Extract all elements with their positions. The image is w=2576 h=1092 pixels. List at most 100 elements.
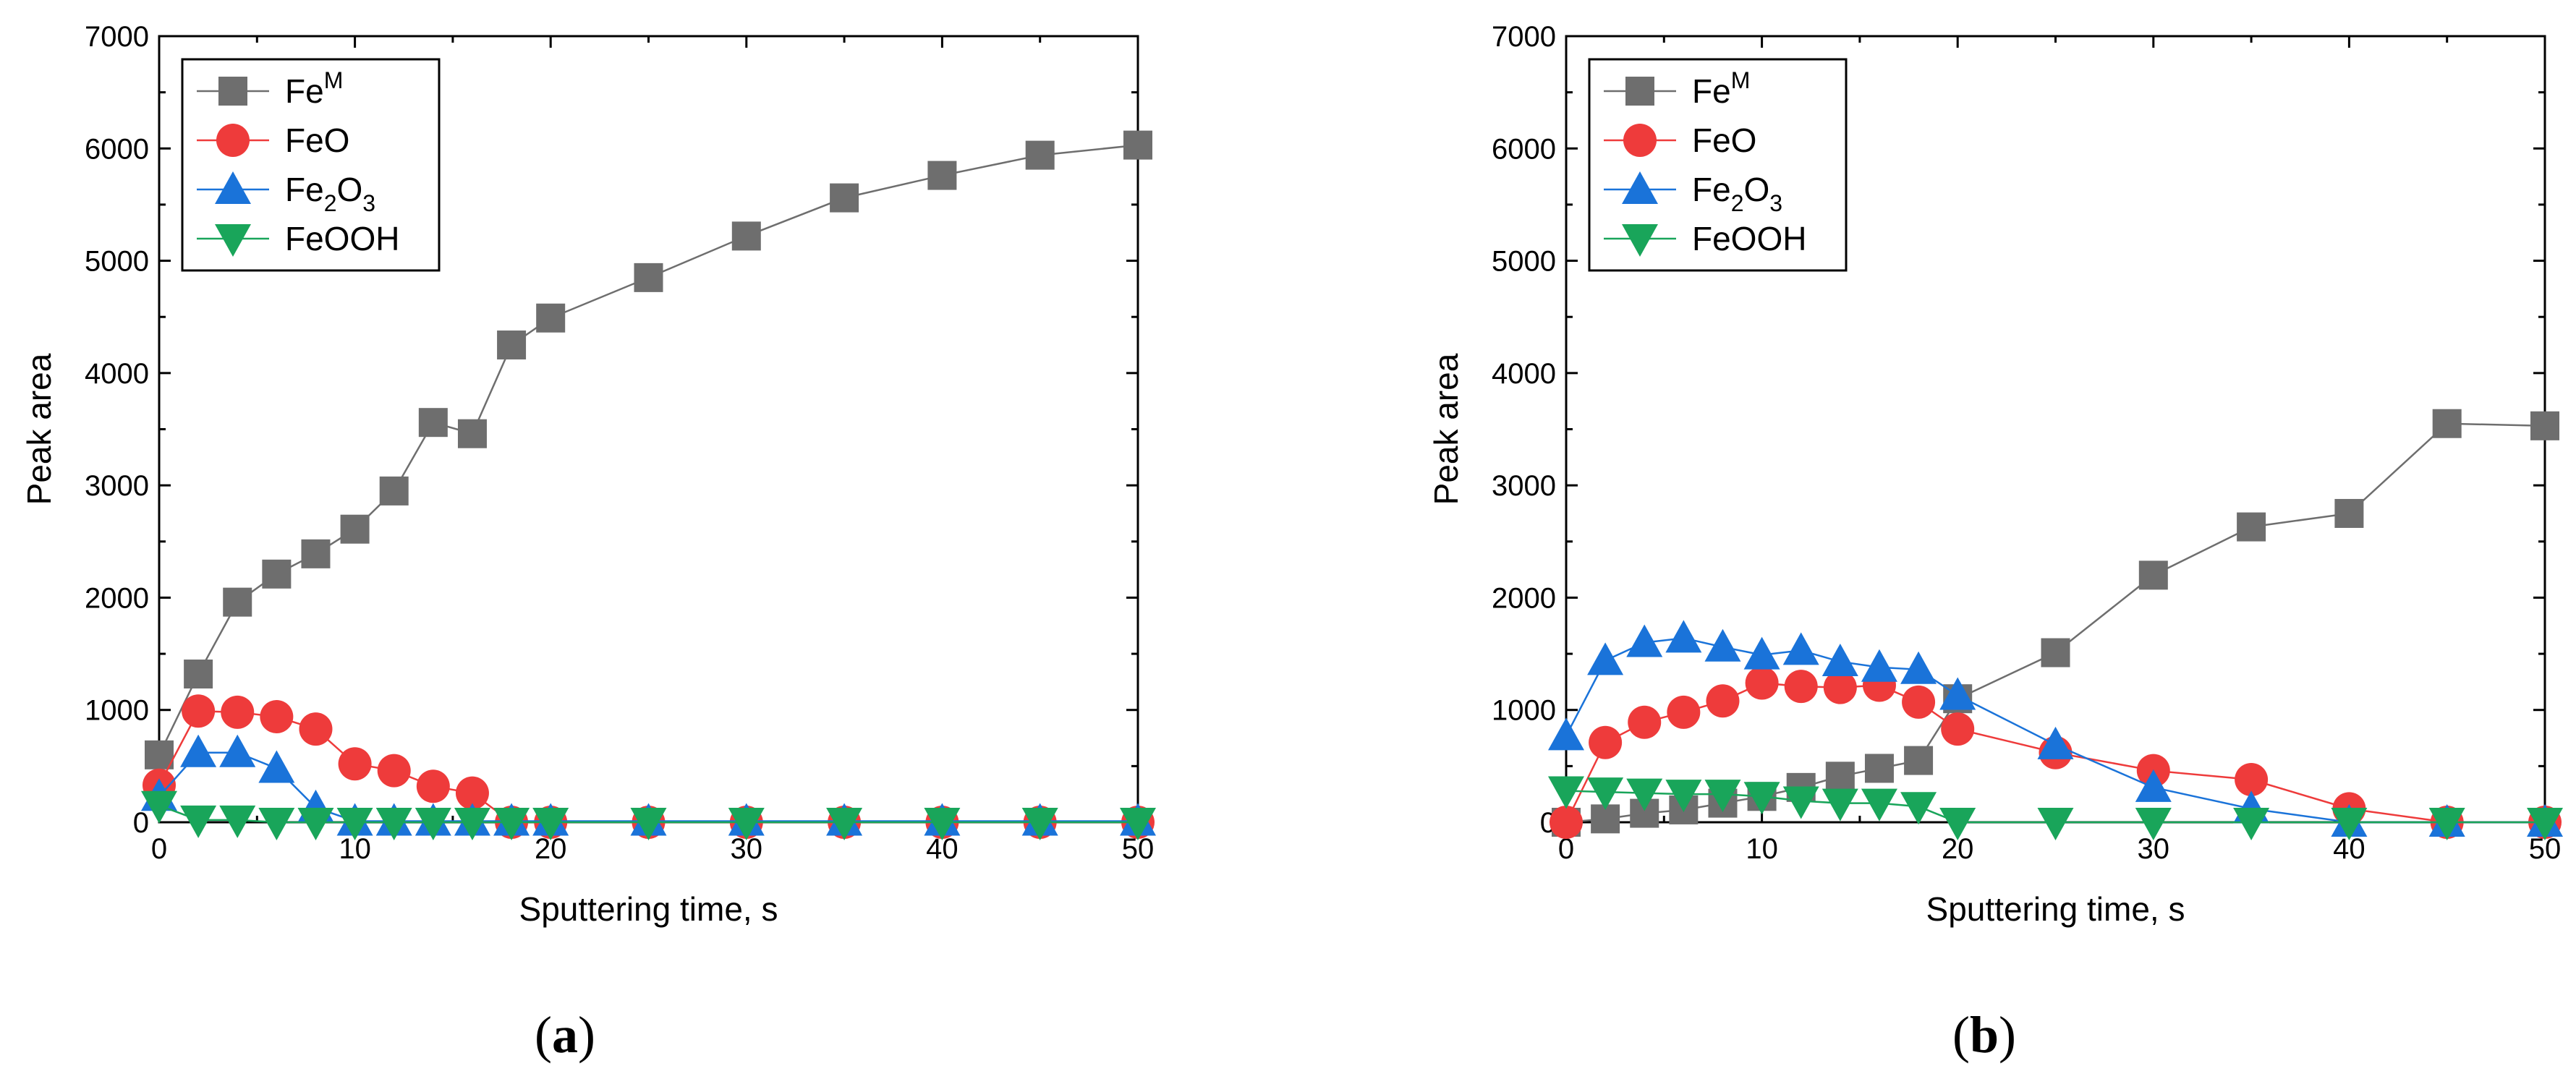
chart-panel-b: 0 10 20 30 40 5001000200030004000500060007000… (1427, 21, 2563, 1064)
legend-label-FeM: FeM (1692, 67, 1750, 110)
y-tick-label: 2000 (1492, 582, 1556, 614)
legend-label-main: FeOOH (285, 220, 399, 257)
data-point-FeM (497, 330, 527, 360)
data-point-FeOOH (630, 808, 667, 840)
data-point-FeOOH (1822, 788, 1858, 822)
legend-label-main: Fe (285, 171, 324, 208)
data-point-FeM (184, 660, 213, 689)
data-point-FeO (416, 769, 450, 803)
data-point-FeO (1589, 725, 1623, 759)
legend-label-Fe2O3: Fe2O3 (1692, 171, 1782, 216)
legend-marker-FeO (216, 124, 250, 157)
data-point-FeOOH (2233, 808, 2270, 840)
y-tick-label: 7000 (1492, 21, 1556, 53)
data-point-FeOOH (1665, 780, 1702, 813)
data-point-FeO (338, 747, 372, 781)
data-point-FeOOH (924, 808, 961, 840)
panel-label-open: ( (535, 1006, 552, 1064)
data-point-FeM (340, 514, 370, 544)
data-point-FeO (1902, 685, 1936, 719)
data-point-FeOOH (728, 808, 765, 840)
legend-label-main: Fe (285, 72, 324, 110)
series-Fe2O3 (1548, 620, 2563, 837)
legend-label-FeM: FeM (285, 67, 343, 110)
x-tick-label: 0 (1558, 833, 1574, 865)
data-point-FeM (1904, 746, 1934, 775)
legend-label-FeOOH: FeOOH (1692, 220, 1806, 257)
y-tick-label: 3000 (85, 470, 149, 502)
data-point-FeOOH (375, 808, 412, 840)
data-point-FeM (2432, 409, 2462, 438)
data-point-FeOOH (1120, 808, 1156, 840)
data-point-FeM (2041, 638, 2070, 667)
panel-label-open: ( (1952, 1006, 1970, 1064)
legend-label-main: Fe (1692, 171, 1731, 208)
legend-marker-FeOOH (215, 224, 251, 257)
data-point-FeOOH (1548, 776, 1584, 809)
data-point-FeO (182, 694, 216, 728)
data-point-FeM (2530, 411, 2559, 440)
data-point-FeOOH (2135, 808, 2172, 840)
legend-marker-FeO (1623, 124, 1657, 157)
y-tick-label: 1000 (1492, 695, 1556, 727)
data-point-FeO (1667, 695, 1701, 729)
legend-label-Fe2O3: Fe2O3 (285, 171, 375, 216)
data-point-FeM (1864, 754, 1894, 783)
y-tick-label: 4000 (1492, 358, 1556, 390)
data-point-FeOOH (219, 805, 256, 838)
y-tick-label: 2000 (85, 582, 149, 614)
data-point-FeM (1825, 762, 1855, 791)
x-tick-label: 10 (1746, 833, 1778, 865)
panel-label: (a) (535, 1006, 595, 1064)
legend-label-FeOOH: FeOOH (285, 220, 399, 257)
data-point-FeM (927, 161, 957, 190)
data-point-FeOOH (1021, 808, 1058, 840)
data-point-FeOOH (532, 808, 569, 840)
y-tick-label: 6000 (1492, 133, 1556, 165)
data-point-FeM (223, 587, 252, 617)
legend-label-main: FeO (285, 121, 349, 159)
legend-marker-FeOOH (1622, 224, 1658, 257)
data-point-FeO (455, 776, 489, 810)
data-point-FeM (457, 419, 487, 448)
x-axis-title: Sputtering time, s (519, 890, 778, 928)
data-point-FeOOH (1626, 778, 1663, 811)
data-point-FeM (1123, 130, 1152, 160)
legend-label-FeO: FeO (285, 121, 349, 159)
data-point-FeO (1706, 684, 1740, 718)
panel-label-close: ) (578, 1006, 595, 1064)
data-point-FeOOH (2428, 808, 2465, 840)
series-FeOOH (141, 790, 1156, 840)
data-point-FeO (377, 754, 411, 788)
data-point-Fe2O3 (1822, 643, 1858, 676)
data-point-Fe2O3 (219, 734, 256, 767)
data-point-FeM (301, 539, 331, 568)
panel-label: (b) (1952, 1006, 2016, 1064)
legend-label-sup: M (324, 67, 344, 93)
legend-label-tail: O (336, 171, 362, 208)
y-axis-title: Peak area (20, 353, 58, 505)
legend-label-sub2: 3 (362, 190, 375, 216)
data-point-Fe2O3 (1704, 628, 1741, 662)
data-point-Fe2O3 (180, 734, 217, 767)
data-point-Fe2O3 (258, 750, 295, 783)
data-point-FeOOH (297, 808, 334, 840)
data-point-FeOOH (454, 808, 490, 840)
legend-label-tail: O (1743, 171, 1769, 208)
data-point-FeO (1745, 666, 1779, 700)
data-point-Fe2O3 (1900, 651, 1937, 684)
y-tick-label: 5000 (85, 246, 149, 278)
data-point-FeOOH (1587, 777, 1624, 811)
legend-marker-Fe2O3 (1622, 171, 1658, 204)
y-axis-title: Peak area (1427, 353, 1465, 505)
panel-label-close: ) (1999, 1006, 2016, 1064)
x-tick-label: 0 (151, 833, 167, 865)
legend-label-sup: M (1731, 67, 1751, 93)
data-point-Fe2O3 (2135, 769, 2172, 802)
data-point-FeM (145, 740, 174, 769)
data-point-Fe2O3 (1782, 632, 1819, 665)
y-tick-label: 6000 (85, 133, 149, 165)
data-point-FeO (299, 712, 333, 746)
